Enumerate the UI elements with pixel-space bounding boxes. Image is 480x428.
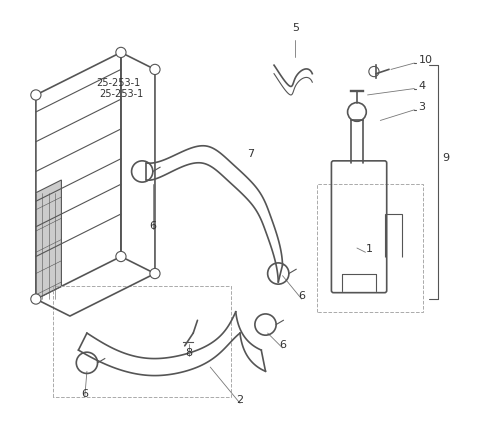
Text: 25-253-1: 25-253-1 (96, 78, 141, 89)
Text: 6: 6 (279, 340, 286, 350)
Text: 8: 8 (185, 348, 192, 358)
Text: 9: 9 (442, 153, 449, 163)
Circle shape (150, 268, 160, 279)
Circle shape (31, 90, 41, 100)
Text: 3: 3 (419, 102, 426, 112)
Circle shape (116, 251, 126, 262)
Circle shape (150, 64, 160, 74)
Text: 2: 2 (237, 395, 243, 405)
Text: 25-253-1: 25-253-1 (99, 89, 143, 99)
Text: 4: 4 (419, 80, 426, 91)
Circle shape (31, 294, 41, 304)
Text: 7: 7 (247, 149, 254, 159)
Circle shape (116, 48, 126, 57)
Text: 5: 5 (292, 23, 299, 33)
Polygon shape (36, 180, 61, 299)
Text: 10: 10 (419, 55, 432, 65)
Text: 6: 6 (298, 291, 305, 301)
Text: 1: 1 (365, 244, 372, 254)
Text: 6: 6 (81, 389, 88, 399)
Text: 6: 6 (149, 221, 156, 231)
